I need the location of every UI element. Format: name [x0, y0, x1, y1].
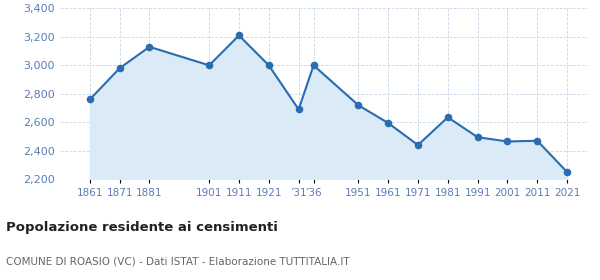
Point	[383, 121, 393, 125]
Point	[205, 63, 214, 67]
Text: COMUNE DI ROASIO (VC) - Dati ISTAT - Elaborazione TUTTITALIA.IT: COMUNE DI ROASIO (VC) - Dati ISTAT - Ela…	[6, 256, 350, 267]
Point	[353, 103, 363, 108]
Point	[503, 139, 512, 144]
Point	[413, 143, 423, 147]
Point	[234, 33, 244, 38]
Point	[532, 139, 542, 143]
Point	[562, 170, 572, 174]
Point	[443, 115, 452, 120]
Point	[145, 45, 154, 49]
Point	[264, 63, 274, 67]
Point	[473, 135, 482, 139]
Point	[85, 97, 95, 102]
Point	[294, 107, 304, 112]
Text: Popolazione residente ai censimenti: Popolazione residente ai censimenti	[6, 221, 278, 234]
Point	[309, 63, 319, 67]
Point	[115, 66, 124, 71]
